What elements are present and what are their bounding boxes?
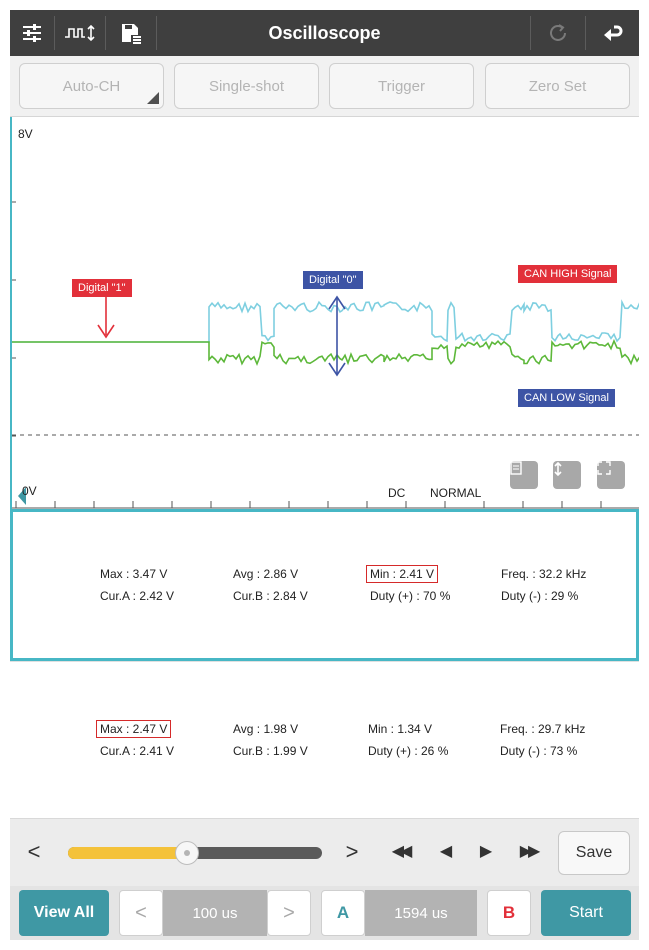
- ch2-duty-pos: Duty (+) : 26 %: [368, 744, 449, 758]
- time-next-button[interactable]: >: [267, 890, 311, 936]
- slider-knob[interactable]: [175, 841, 200, 865]
- oscilloscope-app: Oscilloscope Auto-CH Single-shot: [10, 10, 639, 940]
- next-icon[interactable]: >: [345, 839, 359, 864]
- can-low-annotation: CAN LOW Signal: [518, 389, 615, 407]
- title-separator: [156, 16, 157, 50]
- trigger-label: Trigger: [378, 77, 425, 95]
- waveform-plot: [12, 201, 639, 509]
- play-icon[interactable]: ▶: [479, 843, 493, 860]
- auto-ch-label: Auto-CH: [62, 77, 121, 95]
- ch1-duty-neg: Duty (-) : 29 %: [501, 589, 579, 603]
- playback-bar: < > ◀◀ ◀ ▶ ▶▶ Save: [10, 818, 639, 887]
- digital-1-annotation: Digital "1": [72, 279, 132, 297]
- cursor-a-button[interactable]: A: [321, 890, 365, 936]
- ground-marker-icon: [18, 487, 26, 505]
- vertical-scale-icon[interactable]: [553, 461, 581, 489]
- channel-1-measurements[interactable]: Max : 3.47 V Avg : 2.86 V Min : 2.41 V F…: [10, 509, 639, 661]
- auto-ch-button[interactable]: Auto-CH: [19, 63, 164, 109]
- ch2-max-highlighted: Max : 2.47 V: [96, 720, 172, 738]
- ch1-max: Max : 3.47 V: [100, 567, 168, 581]
- back-arrow-icon[interactable]: [586, 10, 639, 56]
- ch2-cur-b: Cur.B : 1.99 V: [233, 744, 308, 758]
- refresh-icon[interactable]: [531, 10, 585, 56]
- ch2-avg: Avg : 1.98 V: [233, 722, 299, 736]
- sliders-icon[interactable]: [10, 10, 54, 56]
- trigger-mode-label: NORMAL: [430, 486, 482, 500]
- can-high-trace: [12, 299, 639, 343]
- digital-0-arrowhead-down: [328, 362, 346, 377]
- ch2-cur-a: Cur.A : 2.41 V: [100, 744, 175, 758]
- ch1-duty-pos: Duty (+) : 70 %: [370, 589, 451, 603]
- view-all-button[interactable]: View All: [19, 890, 109, 936]
- digital-0-annotation: Digital "0": [303, 271, 363, 289]
- bottom-bar: View All < 100 us > A 1594 us B Start: [10, 886, 639, 940]
- coupling-label: DC: [388, 486, 406, 500]
- digital-0-arrowhead-up: [328, 295, 346, 310]
- document-icon[interactable]: [510, 461, 538, 489]
- pulse-icon[interactable]: [55, 10, 105, 56]
- channel-2-measurements[interactable]: Max : 2.47 V Avg : 1.98 V Min : 1.34 V F…: [10, 661, 639, 818]
- y-axis-max-label: 8V: [18, 127, 33, 141]
- time-ticks: [15, 501, 602, 508]
- trigger-button[interactable]: Trigger: [329, 63, 474, 109]
- title-separator: [530, 16, 531, 50]
- start-button[interactable]: Start: [541, 890, 631, 936]
- rewind-icon[interactable]: ◀◀: [391, 843, 413, 860]
- cursor-b-button[interactable]: B: [487, 890, 531, 936]
- save-button[interactable]: Save: [558, 831, 630, 875]
- prev-icon[interactable]: <: [27, 839, 41, 864]
- step-back-icon[interactable]: ◀: [439, 843, 453, 860]
- scope-display[interactable]: 8V 0V Digital "1" Digital "0" CAN HIGH S…: [10, 117, 639, 509]
- page-title: Oscilloscope: [268, 23, 381, 43]
- title-separator: [585, 16, 586, 50]
- title-separator: [54, 16, 55, 50]
- y-axis-zero-label: 0V: [22, 484, 37, 498]
- ch1-freq: Freq. : 32.2 kHz: [501, 567, 587, 581]
- ch1-cur-b: Cur.B : 2.84 V: [233, 589, 308, 603]
- time-prev-button[interactable]: <: [119, 890, 163, 936]
- digital-1-arrowhead: [97, 324, 115, 339]
- zero-set-label: Zero Set: [528, 77, 587, 95]
- zero-set-button[interactable]: Zero Set: [485, 63, 630, 109]
- slider-fill: [68, 847, 188, 859]
- ch2-freq: Freq. : 29.7 kHz: [500, 722, 586, 736]
- title-bar: Oscilloscope: [10, 10, 639, 56]
- fast-forward-icon[interactable]: ▶▶: [519, 843, 541, 860]
- can-low-trace: [12, 338, 639, 367]
- toolbar: Auto-CH Single-shot Trigger Zero Set: [10, 56, 639, 117]
- ch1-min-highlighted: Min : 2.41 V: [366, 565, 439, 583]
- title-separator: [105, 16, 106, 50]
- cursor-delta-value: 1594 us: [365, 890, 477, 936]
- time-div-value: 100 us: [163, 890, 267, 936]
- ch2-min: Min : 1.34 V: [368, 722, 433, 736]
- ch1-avg: Avg : 2.86 V: [233, 567, 299, 581]
- dropdown-corner-icon: [147, 92, 159, 104]
- ch1-cur-a: Cur.A : 2.42 V: [100, 589, 175, 603]
- can-high-annotation: CAN HIGH Signal: [518, 265, 618, 283]
- single-shot-label: Single-shot: [208, 77, 285, 95]
- single-shot-button[interactable]: Single-shot: [174, 63, 319, 109]
- ch2-duty-neg: Duty (-) : 73 %: [500, 744, 578, 758]
- save-file-icon[interactable]: [106, 10, 156, 56]
- fullscreen-icon[interactable]: [597, 461, 625, 489]
